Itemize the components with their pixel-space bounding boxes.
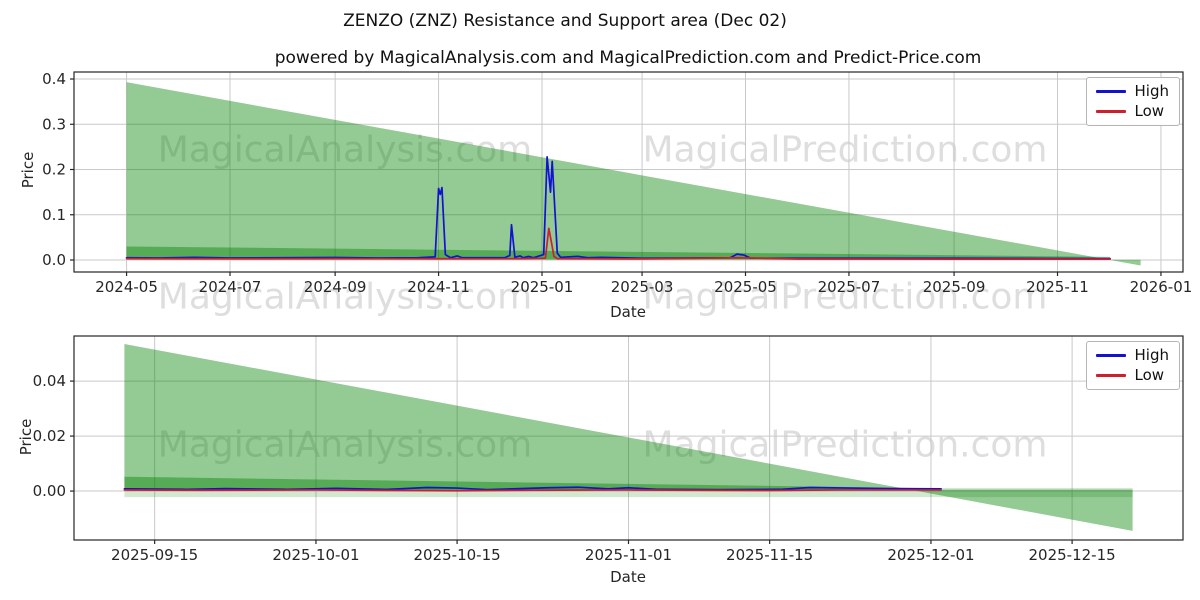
watermark-magicalprediction: MagicalPrediction.com	[642, 276, 1048, 318]
watermark-magicalprediction: MagicalPrediction.com	[642, 129, 1048, 171]
x-tick-label: 2025-12-15	[1029, 546, 1116, 564]
x-tick-label: 2025-09	[923, 278, 986, 296]
y-tick-label: 0.04	[33, 372, 66, 390]
plot-border	[73, 71, 1184, 273]
x-tick-label: 2025-11-15	[726, 546, 813, 564]
watermark-magicalanalysis: MagicalAnalysis.com	[157, 276, 533, 318]
legend-row-low: Low	[1095, 366, 1169, 384]
x-tick-label: 2025-10-15	[414, 546, 501, 564]
x-tick-label: 2024-05	[95, 278, 158, 296]
x-tick-label: 2026-01	[1130, 278, 1193, 296]
support-band-area	[124, 476, 942, 490]
legend-label-high: High	[1134, 346, 1169, 364]
x-tick-label: 2025-03	[611, 278, 674, 296]
y-tick-label: 0.02	[33, 427, 66, 445]
legend-row-high: High	[1095, 346, 1169, 364]
watermark-magicalanalysis: MagicalAnalysis.com	[157, 129, 533, 171]
x-tick-label: 2025-05	[714, 278, 777, 296]
x-tick-label: 2025-12-01	[887, 546, 974, 564]
low-line	[125, 227, 1111, 260]
bottom-xlabel: Date	[610, 568, 646, 586]
resistance-support-wedge-area	[124, 343, 1133, 531]
top-ylabel: Price	[19, 151, 37, 189]
x-tick-label: 2025-01	[511, 278, 574, 296]
resistance-support-wedge-area	[126, 82, 1141, 266]
legend-label-high: High	[1134, 82, 1169, 100]
legend-label-low: Low	[1134, 102, 1165, 120]
low-line-swatch	[1095, 110, 1126, 113]
y-tick-label: 0.3	[42, 115, 66, 133]
top-chart-legend: High Low	[1085, 77, 1180, 126]
high-line-swatch	[1095, 354, 1126, 357]
low-line-swatch	[1095, 374, 1126, 377]
legend-label-low: Low	[1134, 366, 1165, 384]
figure-subtitle: powered by MagicalAnalysis.com and Magic…	[274, 48, 982, 68]
top-xlabel: Date	[610, 303, 646, 321]
y-tick-label: 0.2	[42, 161, 66, 179]
y-tick-label: 0.00	[33, 482, 66, 500]
x-tick-label: 2024-11	[407, 278, 470, 296]
high-line-swatch	[1095, 90, 1126, 93]
y-tick-label: 0.0	[42, 251, 66, 269]
figure-title: ZENZO (ZNZ) Resistance and Support area …	[343, 11, 787, 31]
bottom-chart-legend: High Low	[1085, 341, 1180, 390]
x-tick-label: 2025-11-01	[585, 546, 672, 564]
x-tick-label: 2025-10-01	[272, 546, 359, 564]
watermark-magicalprediction: MagicalPrediction.com	[642, 424, 1048, 466]
bottom-ylabel: Price	[17, 418, 35, 456]
low-line	[123, 489, 942, 492]
y-tick-label: 0.1	[42, 206, 66, 224]
x-tick-label: 2025-09-15	[111, 546, 198, 564]
legend-row-low: Low	[1095, 102, 1169, 120]
x-tick-label: 2024-09	[304, 278, 367, 296]
legend-row-high: High	[1095, 82, 1169, 100]
watermark-magicalanalysis: MagicalAnalysis.com	[157, 424, 533, 466]
x-tick-label: 2025-11	[1026, 278, 1089, 296]
y-tick-label: 0.4	[42, 70, 66, 88]
x-tick-label: 2024-07	[199, 278, 262, 296]
x-tick-label: 2025-07	[818, 278, 881, 296]
support-band-area	[126, 246, 1111, 260]
